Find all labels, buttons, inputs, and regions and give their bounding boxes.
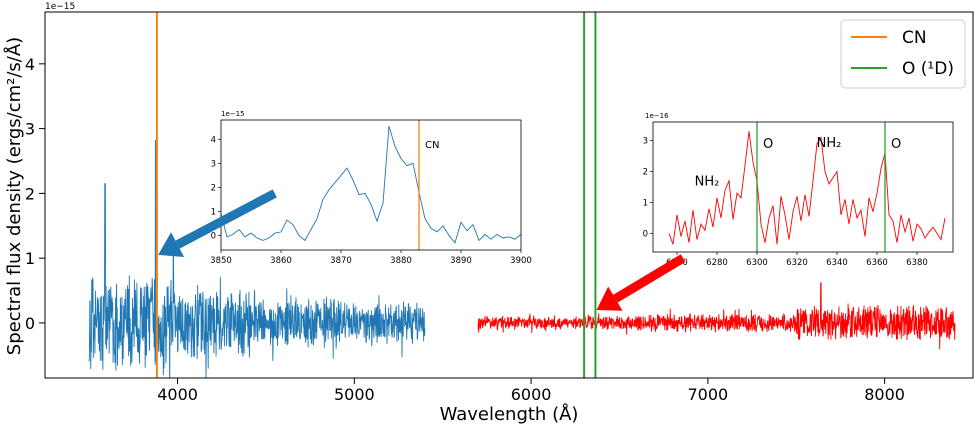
legend-label-cn: CN bbox=[902, 28, 927, 48]
main-offset-label: 1e−15 bbox=[45, 2, 75, 12]
figure: 4000 5000 6000 7000 8000 0 1 2 3 4 1e−15 Wavelen… bbox=[0, 0, 977, 427]
inset-left-background bbox=[221, 120, 521, 250]
inset-right-offset-label: 1e−16 bbox=[645, 112, 669, 120]
main-x-tick-label: 7000 bbox=[687, 385, 728, 404]
inset-y-tick-label: 0 bbox=[211, 232, 216, 242]
inset-y-tick-label: 0 bbox=[643, 229, 648, 239]
main-y-tick-label: 0 bbox=[25, 314, 35, 333]
main-x-tick-label: 4000 bbox=[157, 385, 198, 404]
nh2-annotation: NH₂ bbox=[695, 174, 720, 189]
main-x-tick-label: 6000 bbox=[511, 385, 552, 404]
inset-y-tick-label: 2 bbox=[643, 168, 648, 178]
inset-y-tick-label: 3 bbox=[643, 137, 648, 147]
main-x-label: Wavelength (Å) bbox=[440, 403, 579, 425]
main-y-label: Spectral flux density (ergs/cm²/s/Å) bbox=[3, 37, 25, 355]
inset-x-tick-label: 3860 bbox=[270, 256, 292, 266]
inset-vline-label: O bbox=[891, 137, 901, 152]
inset-left: CN 3850 3860 3870 3880 3890 3900 0 1 2 3 4 1e−15 bbox=[210, 110, 532, 266]
main-y-tick-label: 4 bbox=[25, 55, 35, 74]
legend-label-o: O (¹D) bbox=[902, 59, 954, 79]
inset-x-tick-label: 6360 bbox=[866, 258, 888, 268]
legend: CN O (¹D) bbox=[841, 20, 965, 88]
inset-x-tick-label: 6320 bbox=[786, 258, 808, 268]
inset-x-tick-label: 3850 bbox=[210, 256, 232, 266]
inset-left-offset-label: 1e−15 bbox=[221, 110, 245, 118]
main-x-tick-label: 8000 bbox=[864, 385, 905, 404]
inset-x-tick-label: 3900 bbox=[510, 256, 532, 266]
inset-y-tick-label: 1 bbox=[643, 198, 648, 208]
inset-x-tick-label: 3880 bbox=[390, 256, 412, 266]
inset-x-tick-label: 3870 bbox=[330, 256, 352, 266]
inset-vline-label: CN bbox=[425, 140, 439, 151]
inset-y-tick-label: 2 bbox=[211, 183, 216, 193]
inset-vline-label: O bbox=[763, 137, 773, 152]
inset-x-tick-label: 3890 bbox=[450, 256, 472, 266]
inset-y-tick-label: 4 bbox=[211, 135, 216, 145]
inset-x-tick-label: 6380 bbox=[906, 258, 928, 268]
main-y-tick-label: 3 bbox=[25, 120, 35, 139]
inset-x-tick-label: 6300 bbox=[746, 258, 768, 268]
main-x-tick-label: 5000 bbox=[334, 385, 375, 404]
inset-y-tick-label: 1 bbox=[211, 207, 216, 217]
inset-y-tick-label: 3 bbox=[211, 159, 216, 169]
inset-x-tick-label: 6340 bbox=[826, 258, 848, 268]
main-y-tick-label: 1 bbox=[25, 249, 35, 268]
main-y-tick-label: 2 bbox=[25, 184, 35, 203]
inset-x-tick-label: 6280 bbox=[706, 258, 728, 268]
nh2-annotation: NH₂ bbox=[817, 136, 842, 151]
